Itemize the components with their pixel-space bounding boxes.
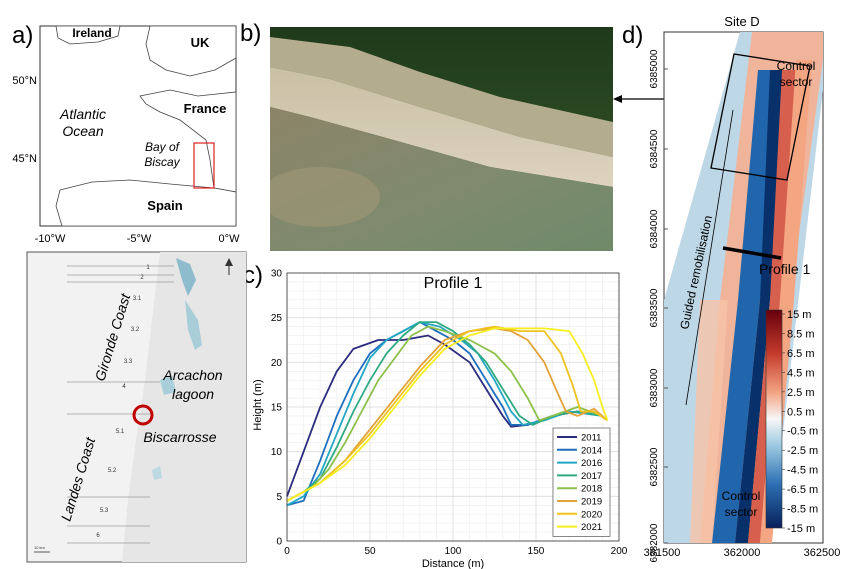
control-bottom-2: sector xyxy=(725,505,758,519)
colorbar-label: -8.5 m xyxy=(787,504,818,516)
dem-ytick: 6382500 xyxy=(649,447,660,486)
chart-xtick: 150 xyxy=(528,546,545,557)
colorbar-label: 6.5 m xyxy=(787,348,815,360)
dem-ytick: 6382000 xyxy=(649,523,660,562)
panel-label-c: c) xyxy=(243,262,263,289)
colorbar-label: -15 m xyxy=(787,523,815,535)
colorbar-label: 15 m xyxy=(787,309,811,321)
dem-ytick: 6384500 xyxy=(649,129,660,168)
chart-xtick: 0 xyxy=(284,546,290,557)
series-line-2020 xyxy=(286,325,608,502)
legend-label: 2020 xyxy=(581,509,602,520)
colorbar-label: -6.5 m xyxy=(787,484,818,496)
chart-xtick: 100 xyxy=(445,546,462,557)
aerial-photo xyxy=(270,27,613,251)
panel-label-b: b) xyxy=(240,20,262,47)
dem-xtick: 362000 xyxy=(724,547,761,559)
legend-label: 2017 xyxy=(581,471,602,482)
chart-ytick: 0 xyxy=(276,537,282,548)
dem-ytick: 6385000 xyxy=(649,49,660,88)
dem-xtick: 362500 xyxy=(804,547,841,559)
chart-ytick: 20 xyxy=(271,358,283,369)
dem-ytick: 6384000 xyxy=(649,209,660,248)
legend-label: 2014 xyxy=(581,445,602,456)
chart-ytick: 25 xyxy=(271,313,283,324)
profile-line xyxy=(722,246,782,260)
chart-ylabel: Height (m) xyxy=(252,379,264,430)
legend-label: 2021 xyxy=(581,522,602,533)
panel-label-d: d) xyxy=(622,22,644,49)
control-top-2: sector xyxy=(780,75,813,89)
chart-title: Profile 1 xyxy=(424,275,483,292)
control-bottom-1: Control xyxy=(722,489,761,503)
profile-label: Profile 1 xyxy=(759,261,811,277)
chart-xlabel: Distance (m) xyxy=(422,558,484,569)
dem-ytick: 6383500 xyxy=(649,288,660,327)
dem-ytick: 6383000 xyxy=(649,368,660,407)
colorbar-label: -0.5 m xyxy=(787,426,818,438)
colorbar-label: 8.5 m xyxy=(787,328,815,340)
legend-label: 2018 xyxy=(581,484,602,495)
series-line-2017 xyxy=(286,321,603,502)
dem-xtick: 361500 xyxy=(644,547,681,559)
legend-label: 2019 xyxy=(581,497,602,508)
chart-ytick: 10 xyxy=(271,447,283,458)
colorbar-label: 4.5 m xyxy=(787,367,815,379)
panel-label-a: a) xyxy=(12,22,34,49)
colorbar xyxy=(765,309,783,529)
dem-title: Site D xyxy=(724,14,759,29)
control-top-1: Control xyxy=(777,59,816,73)
colorbar-label: -4.5 m xyxy=(787,465,818,477)
legend-label: 2011 xyxy=(581,433,601,444)
series-line-2016 xyxy=(286,321,603,507)
series-line-2021 xyxy=(286,327,609,502)
control-sector-box xyxy=(710,53,811,181)
colorbar-label: 2.5 m xyxy=(787,387,815,399)
chart-xtick: 200 xyxy=(611,546,628,557)
chart-ytick: 5 xyxy=(276,492,282,503)
chart-ytick: 30 xyxy=(271,269,283,280)
colorbar-label: -2.5 m xyxy=(787,445,818,457)
chart-ytick: 15 xyxy=(271,403,283,414)
series-line-2014 xyxy=(286,321,603,507)
legend-label: 2016 xyxy=(581,458,602,469)
chart-xtick: 50 xyxy=(364,546,376,557)
colorbar-label: 0.5 m xyxy=(787,406,815,418)
series-line-2018 xyxy=(286,325,603,502)
